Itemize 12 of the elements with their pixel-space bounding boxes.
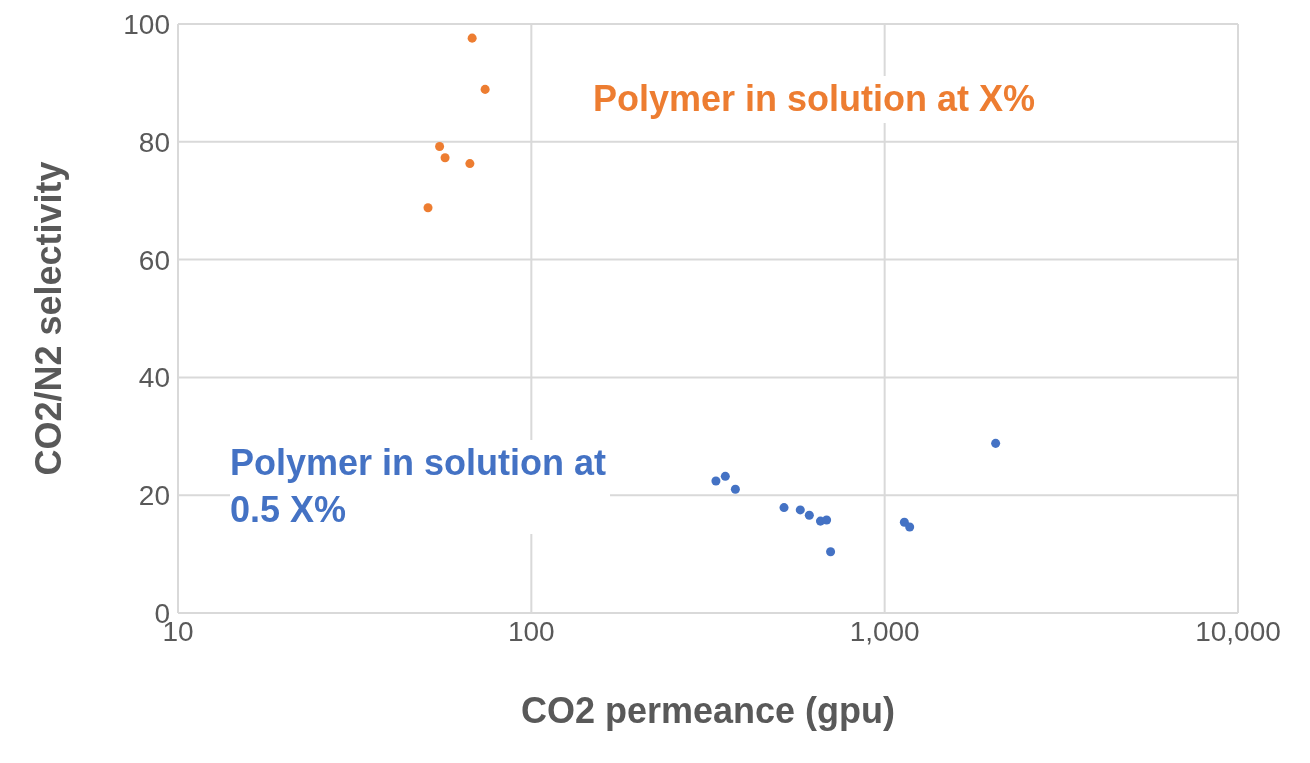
x-tick-label: 10,000 [1195, 615, 1281, 647]
text: Polymer in solution at 0.5 X% [230, 440, 610, 534]
y-tick-label: 80 [138, 126, 170, 158]
y-tick-label: 20 [138, 480, 170, 512]
y-tick-label: 100 [123, 8, 170, 40]
y-tick-label: 40 [138, 362, 170, 394]
x-tick-label: 1,000 [849, 615, 920, 647]
x-axis-title: CO2 permeance (gpu) [520, 690, 896, 731]
text: Polymer in solution at X% [593, 76, 1036, 123]
y-axis-title: CO2/N2 selectivity [27, 161, 69, 476]
y-tick-label: 60 [138, 244, 170, 276]
x-tick-label: 100 [507, 615, 555, 647]
